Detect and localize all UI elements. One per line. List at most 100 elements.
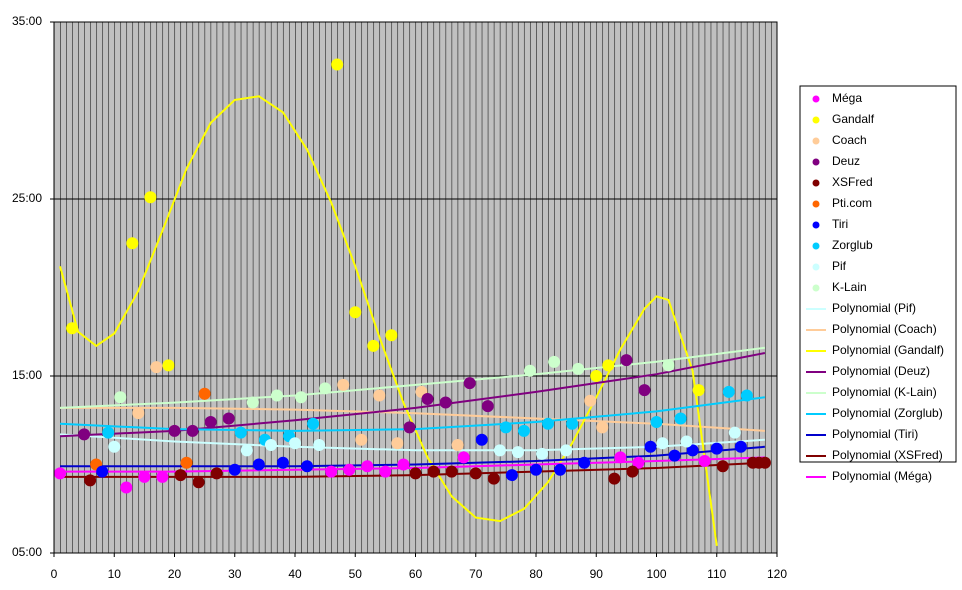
legend-label: Deuz	[832, 154, 860, 168]
point	[126, 237, 139, 250]
point	[210, 467, 223, 480]
legend-label: Polynomial (Deuz)	[832, 364, 930, 378]
point	[102, 426, 115, 439]
x-tick-label: 70	[469, 567, 483, 581]
trend-line	[60, 445, 765, 468]
point	[234, 426, 247, 439]
legend-marker	[812, 158, 820, 166]
y-tick-label: 15:00	[12, 368, 42, 382]
point	[367, 339, 380, 352]
legend-marker	[812, 284, 820, 292]
point	[84, 474, 97, 487]
legend-label: Pti.com	[832, 196, 872, 210]
point	[602, 359, 615, 372]
point	[463, 377, 476, 390]
legend-marker	[812, 179, 820, 187]
point	[596, 421, 609, 434]
legend-label: Méga	[832, 91, 862, 105]
legend-label: Polynomial (Zorglub)	[832, 406, 943, 420]
point	[144, 191, 157, 204]
point	[240, 444, 253, 457]
point	[614, 451, 627, 464]
point	[343, 463, 356, 476]
legend-label: Zorglub	[832, 238, 873, 252]
point	[674, 412, 687, 425]
point	[680, 435, 693, 448]
legend-label: Polynomial (Méga)	[832, 469, 932, 483]
point	[373, 389, 386, 402]
legend-marker	[812, 95, 820, 103]
point	[66, 322, 79, 335]
x-tick-label: 0	[51, 567, 58, 581]
point	[475, 433, 488, 446]
legend-label: Tiri	[832, 217, 848, 231]
point	[54, 467, 67, 480]
point	[758, 456, 771, 469]
x-tick-label: 90	[590, 567, 604, 581]
legend-label: Polynomial (Coach)	[832, 322, 937, 336]
legend-label: XSFred	[832, 175, 873, 189]
point	[542, 417, 555, 430]
legend-label: Polynomial (Gandalf)	[832, 343, 944, 357]
point	[222, 412, 235, 425]
point	[499, 421, 512, 434]
point	[590, 370, 603, 382]
x-tick-label: 40	[288, 567, 302, 581]
point	[228, 463, 241, 476]
point	[662, 359, 675, 372]
x-tick-label: 50	[349, 567, 363, 581]
point	[180, 456, 193, 469]
x-tick-label: 80	[529, 567, 543, 581]
point	[451, 439, 464, 452]
y-tick-label: 05:00	[12, 545, 42, 559]
legend-label: Polynomial (Tiri)	[832, 427, 918, 441]
point	[740, 389, 753, 402]
point	[96, 465, 109, 478]
point	[252, 458, 265, 471]
point	[355, 433, 368, 446]
point	[403, 421, 416, 434]
point	[313, 439, 326, 452]
point	[439, 396, 452, 409]
trend-line	[59, 346, 766, 409]
point	[638, 384, 651, 397]
point	[325, 465, 338, 478]
point	[156, 470, 169, 483]
point	[427, 465, 440, 478]
point	[722, 385, 735, 398]
point	[572, 362, 585, 375]
trend-line	[59, 433, 765, 452]
point	[192, 476, 205, 489]
point	[270, 389, 283, 402]
trend-line	[59, 95, 718, 547]
x-tick-label: 30	[228, 567, 242, 581]
point	[620, 354, 633, 367]
point	[686, 444, 699, 457]
point	[198, 387, 211, 400]
x-tick-label: 60	[409, 567, 423, 581]
point	[469, 467, 482, 480]
point	[584, 394, 597, 407]
point	[656, 437, 669, 450]
point	[132, 407, 145, 420]
point	[716, 460, 729, 473]
x-tick-label: 120	[767, 567, 787, 581]
point	[536, 447, 549, 460]
point	[698, 454, 711, 467]
point	[650, 416, 663, 429]
legend-label: Polynomial (Pif)	[832, 301, 916, 315]
point	[307, 417, 320, 430]
point	[626, 465, 639, 478]
point	[295, 391, 308, 404]
point	[289, 437, 301, 450]
legend-label: Pif	[832, 259, 847, 273]
legend-marker	[812, 116, 820, 124]
point	[397, 458, 410, 471]
point	[517, 424, 530, 437]
point	[204, 416, 217, 429]
point	[523, 364, 536, 377]
legend-marker	[812, 242, 820, 250]
point	[505, 469, 518, 482]
point	[246, 396, 259, 409]
